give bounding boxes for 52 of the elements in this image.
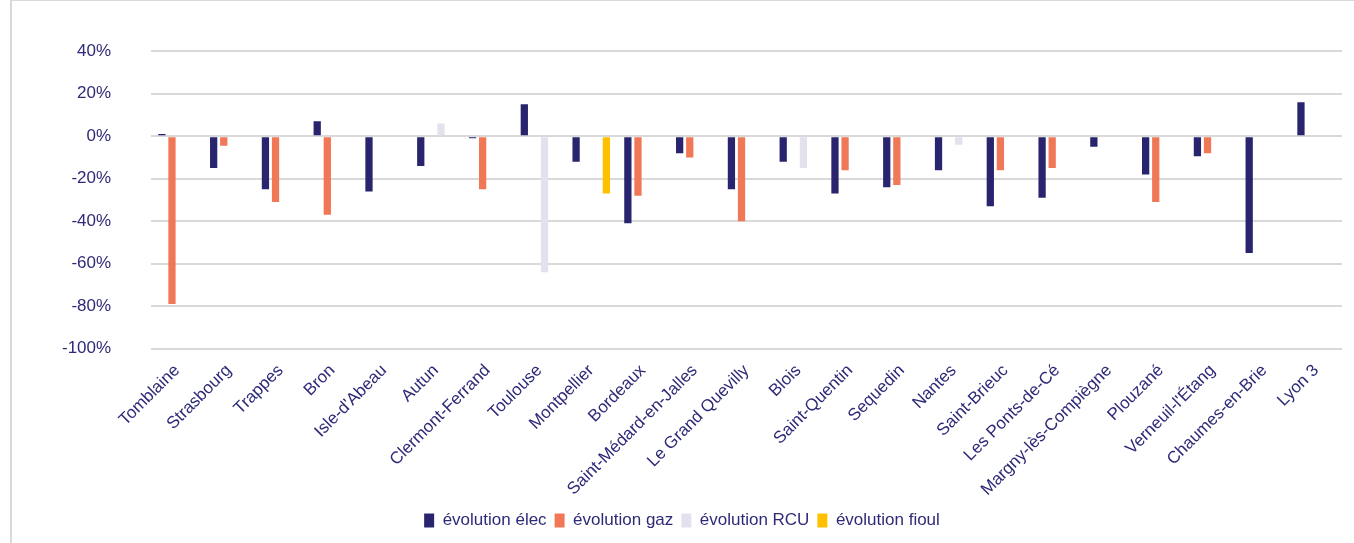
bar [1297, 102, 1305, 136]
bar [934, 137, 943, 171]
bar [313, 121, 321, 136]
bar [323, 137, 331, 215]
legend-label: évolution fioul [835, 510, 940, 530]
bar [996, 137, 1005, 171]
bar [986, 137, 994, 207]
bar [261, 137, 270, 190]
bar [841, 137, 849, 171]
bar [1142, 137, 1150, 175]
bar [365, 137, 373, 192]
bar [168, 137, 176, 305]
y-tick-label: 40% [77, 40, 112, 60]
y-tick-label: -80% [71, 295, 112, 315]
bar [602, 137, 611, 194]
bar [624, 137, 632, 224]
bar [634, 137, 642, 196]
legend-label: évolution gaz [573, 510, 674, 530]
bar [1203, 137, 1212, 154]
bar [220, 137, 228, 146]
bar [210, 137, 218, 169]
bar [1090, 137, 1098, 147]
bar [727, 137, 736, 190]
bar [737, 137, 746, 222]
bar [1038, 137, 1046, 198]
y-tick-label: -40% [71, 210, 112, 230]
bar [417, 137, 425, 166]
bar [676, 137, 684, 154]
bar [893, 137, 901, 186]
bar [1048, 137, 1056, 169]
bar [479, 137, 487, 190]
bar [883, 137, 891, 188]
bar [831, 137, 839, 194]
y-tick-label: -100% [62, 338, 112, 358]
legend-label: évolution élec [442, 510, 548, 530]
legend-label: évolution RCU [699, 510, 810, 530]
y-tick-label: -20% [71, 168, 112, 188]
bar [779, 137, 787, 162]
bar [955, 137, 963, 145]
bar [1152, 137, 1160, 203]
bar [437, 123, 445, 136]
bar [1245, 137, 1253, 254]
bar [799, 137, 808, 169]
y-tick-label: -60% [71, 253, 112, 273]
bar [520, 104, 528, 136]
bar [1193, 137, 1202, 157]
bar [686, 137, 694, 158]
y-tick-label: 0% [86, 125, 112, 145]
bar [271, 137, 280, 203]
bar [572, 137, 580, 162]
y-tick-label: 20% [77, 83, 112, 103]
bar [540, 137, 549, 273]
